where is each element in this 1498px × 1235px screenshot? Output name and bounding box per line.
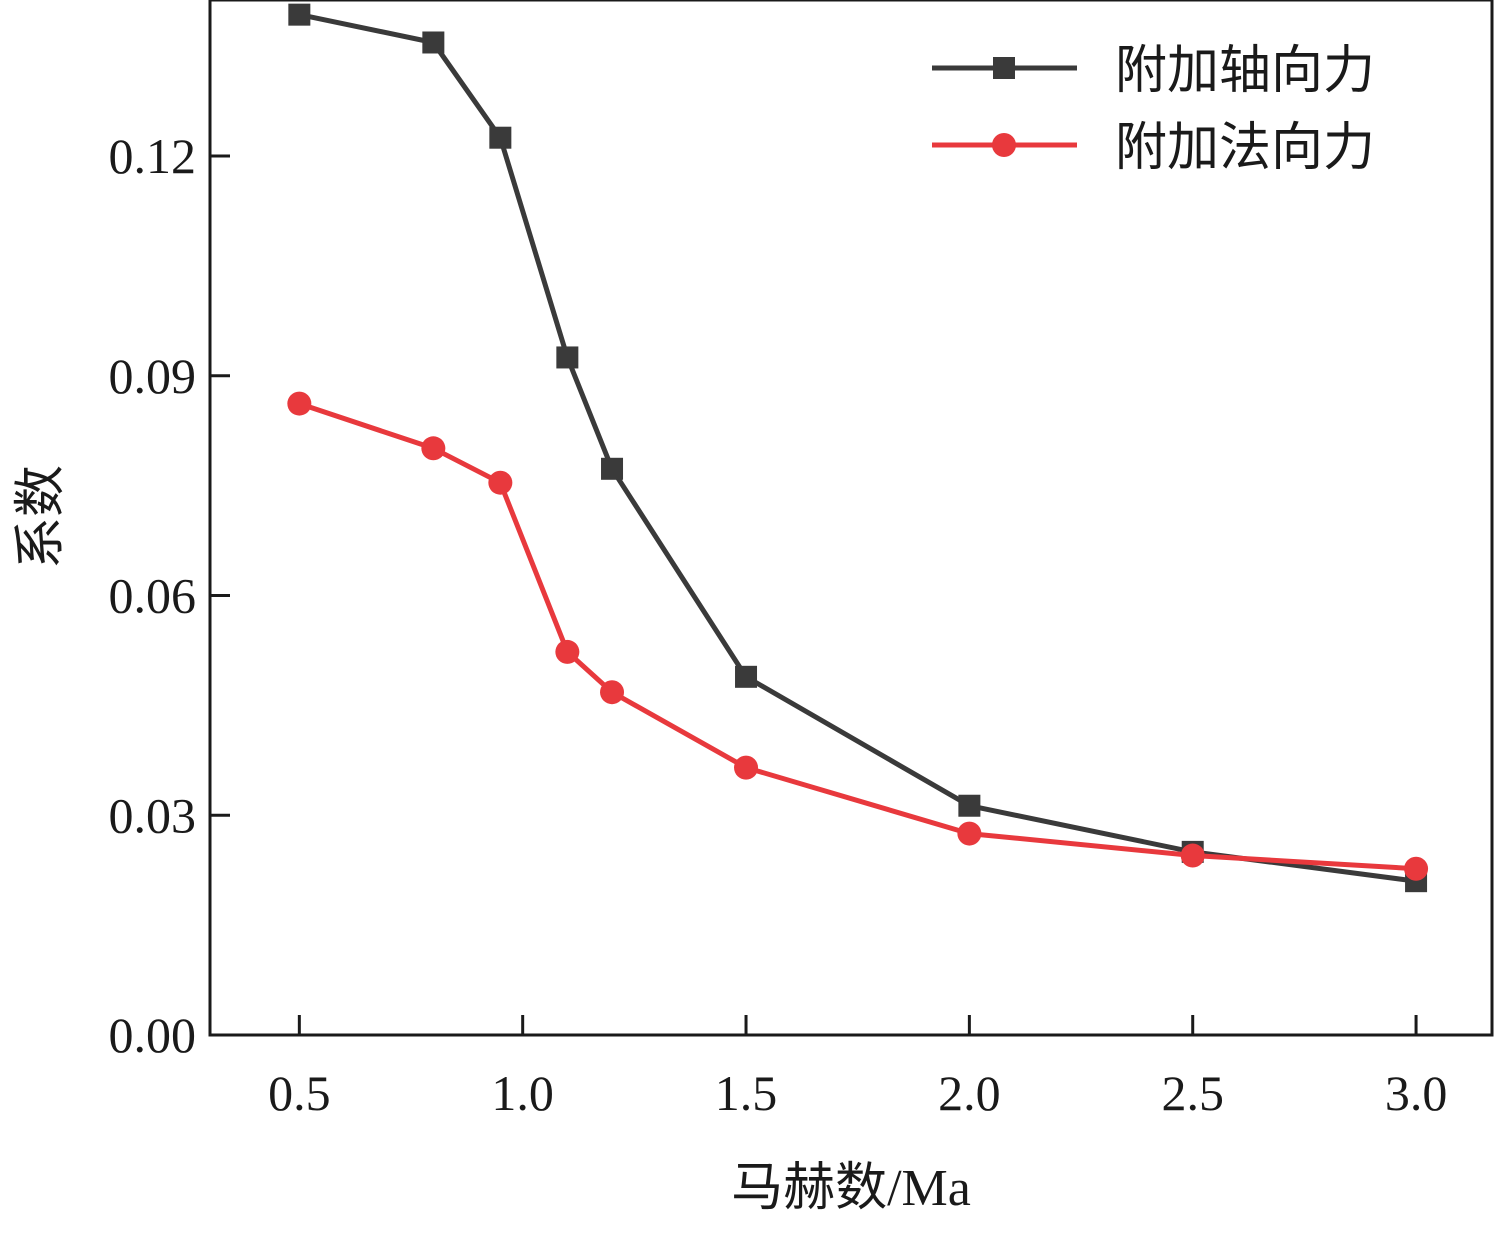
legend-marker-square [993, 57, 1015, 79]
y-tick-label: 0.12 [109, 128, 197, 184]
x-tick-label: 3.0 [1385, 1065, 1448, 1121]
x-tick-label: 0.5 [268, 1065, 331, 1121]
legend-label: 附加轴向力 [1115, 43, 1375, 100]
data-point-square [288, 3, 311, 26]
data-point-circle [734, 755, 759, 780]
data-point-square [489, 126, 512, 149]
data-point-square [422, 31, 445, 54]
data-point-square [601, 457, 624, 480]
data-point-circle [287, 391, 312, 416]
y-tick-label: 0.00 [109, 1007, 197, 1063]
x-tick-label: 2.0 [938, 1065, 1001, 1121]
legend-marker-circle [992, 133, 1016, 157]
data-point-circle [957, 821, 982, 846]
y-tick-label: 0.03 [109, 787, 197, 843]
x-axis-title: 马赫数/Ma [731, 1160, 971, 1217]
x-tick-label: 2.5 [1161, 1065, 1224, 1121]
series-line-2 [298, 401, 1417, 872]
data-point-square [958, 794, 981, 817]
y-tick-label: 0.06 [109, 568, 197, 624]
y-axis-title: 系数 [13, 465, 70, 569]
x-tick-label: 1.0 [491, 1065, 554, 1121]
data-point-square [556, 346, 579, 369]
ticks-layer: 0.5 1.0 1.5 2.0 2.5 3.0 0.00 0.03 0.06 0.09 0.12 [109, 128, 1448, 1121]
data-point-circle [421, 436, 446, 461]
data-point-circle [1180, 843, 1205, 868]
data-point-circle [1404, 856, 1429, 881]
plot-frame [208, 0, 1494, 1037]
data-point-square [735, 665, 758, 688]
x-tick-label: 1.5 [715, 1065, 778, 1121]
y-tick-label: 0.09 [109, 348, 197, 404]
series-layer [287, 3, 1429, 893]
data-point-circle [555, 639, 580, 664]
legend-label: 附加法向力 [1115, 120, 1375, 177]
data-point-circle [600, 680, 625, 705]
data-point-circle [488, 470, 513, 495]
